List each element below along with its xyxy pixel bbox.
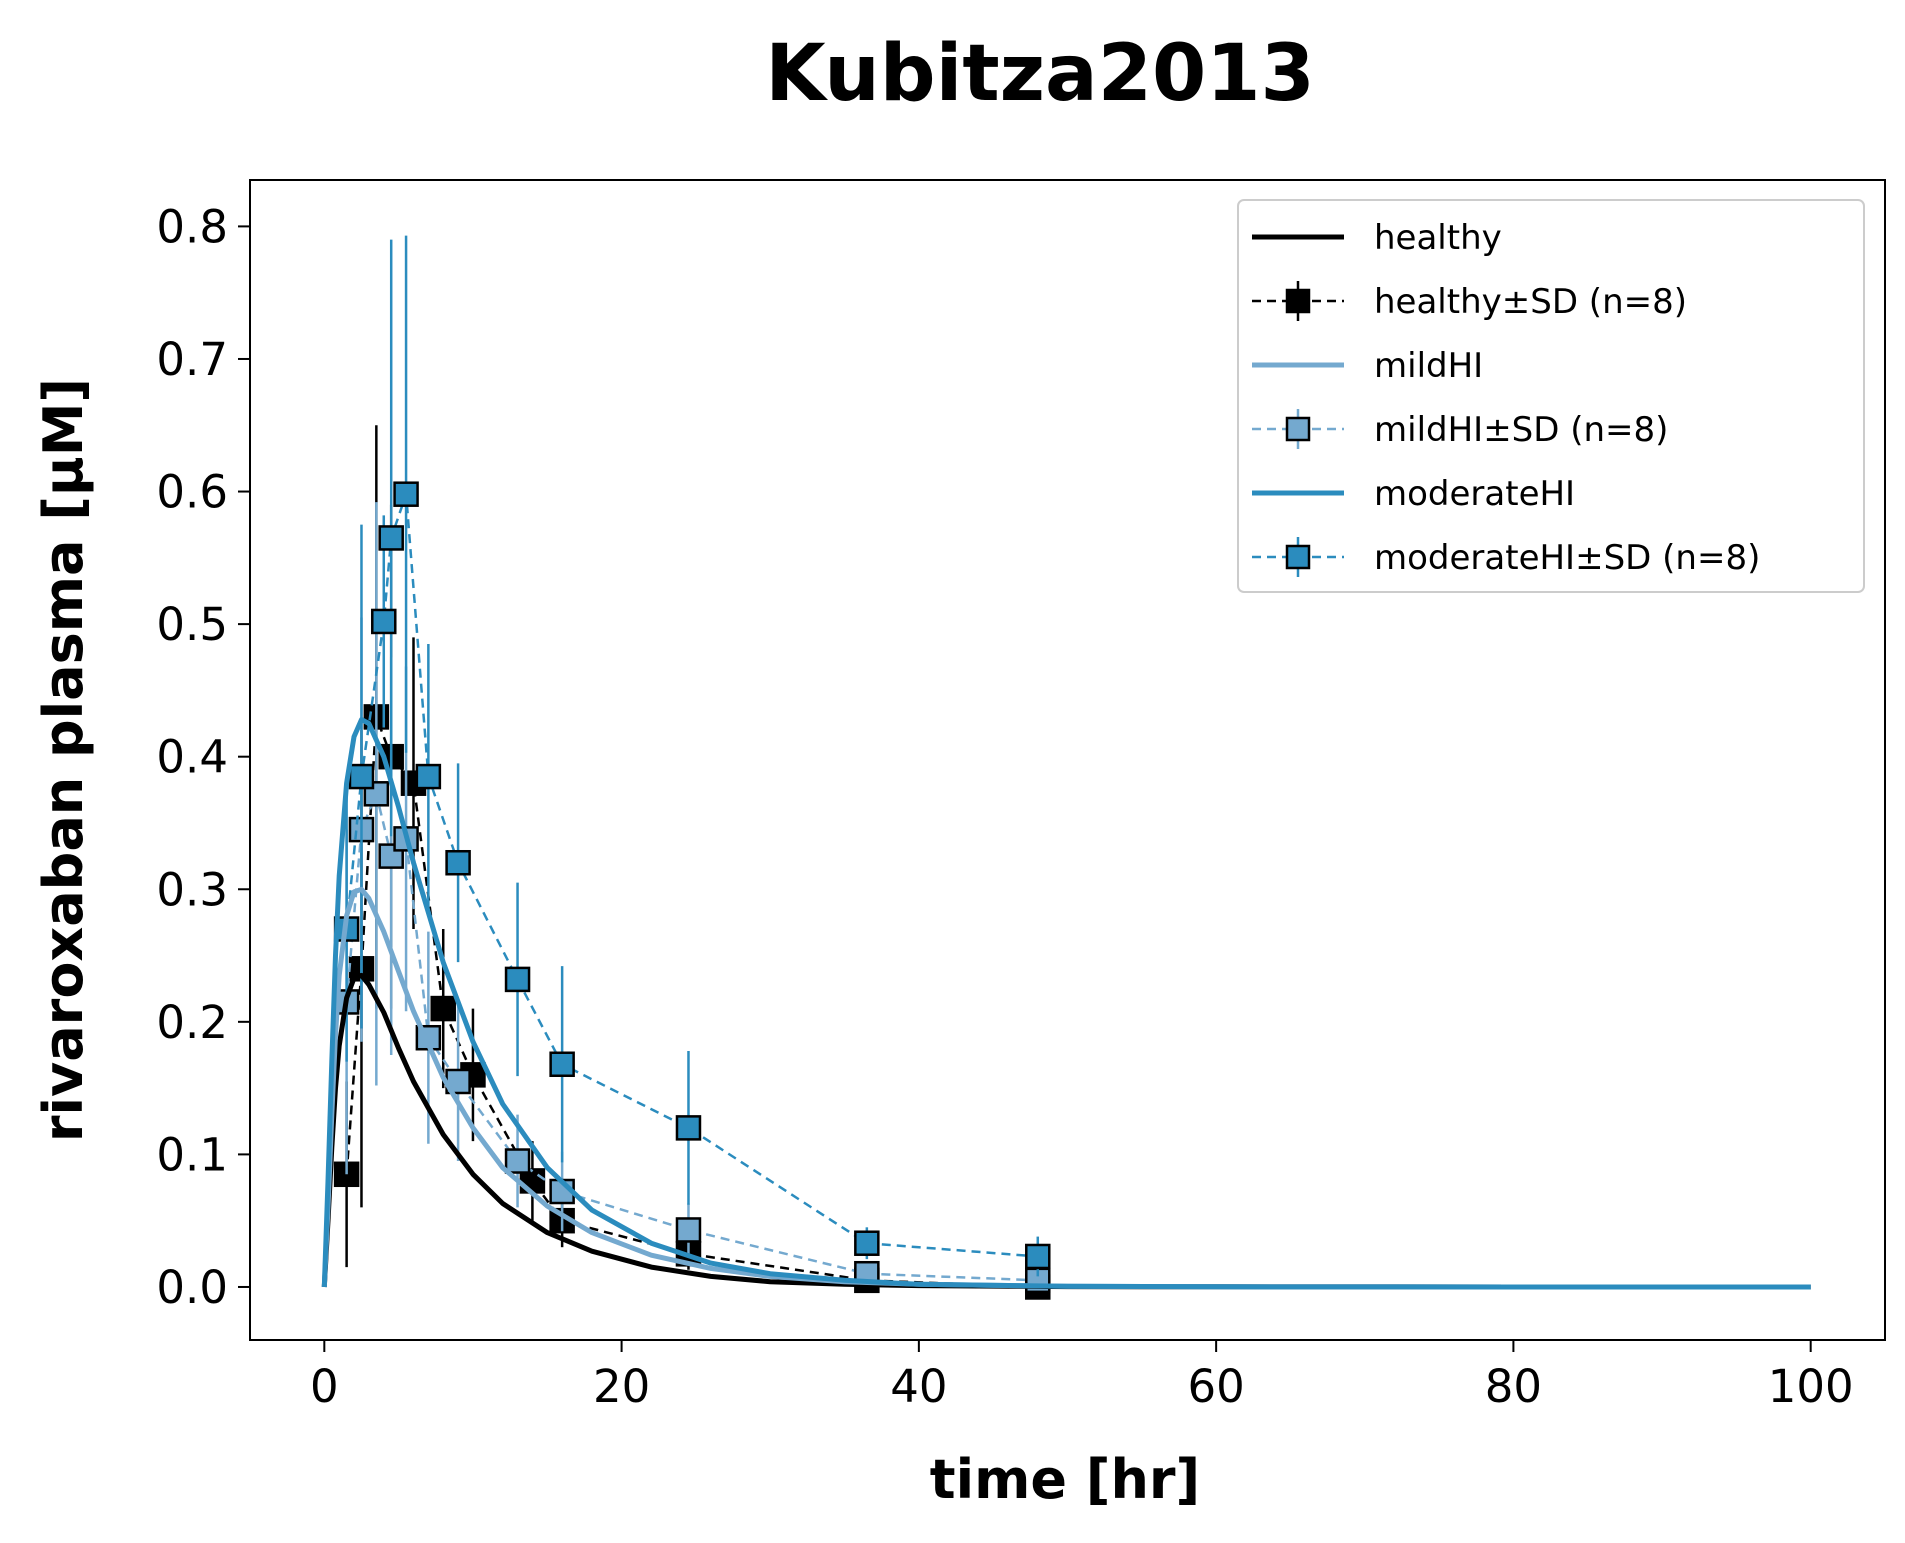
- legend-item: moderateHI±SD (n=8): [1252, 537, 1760, 578]
- y-tick-label: 0.2: [156, 996, 228, 1049]
- data-series-healthy: [333, 425, 1051, 1300]
- y-tick-label: 0.8: [156, 200, 228, 253]
- data-line-mildhi: [345, 789, 1038, 1282]
- y-tick-label: 0.0: [156, 1261, 228, 1314]
- data-point-moderatehi: [371, 608, 397, 635]
- y-tick-label: 0.5: [156, 598, 228, 651]
- y-tick-label: 0.6: [156, 466, 228, 519]
- legend-label: moderateHI: [1374, 474, 1575, 514]
- data-point-moderatehi: [415, 763, 442, 790]
- data-point-moderatehi: [393, 481, 419, 507]
- plot-area: [321, 235, 1811, 1300]
- y-axis: 0.0 0.1 0.2 0.3 0.4 0.5 0.6 0.7 0.8: [156, 200, 250, 1314]
- legend-item: moderateHI: [1252, 474, 1575, 514]
- data-point-moderatehi: [378, 525, 404, 551]
- legend-label: healthy: [1374, 218, 1502, 258]
- legend-box: [1237, 199, 1865, 593]
- legend: healthy healthy±SD (n=8) mildHI mildHI±SD (…: [1237, 199, 1865, 593]
- legend-item: healthy±SD (n=8): [1252, 281, 1687, 322]
- x-tick-label: 60: [1188, 1360, 1245, 1413]
- legend-marker-swatch: [1285, 416, 1311, 442]
- chart-title: Kubitza2013: [765, 29, 1315, 119]
- x-tick-label: 20: [593, 1360, 650, 1413]
- data-point-moderatehi: [504, 966, 531, 993]
- legend-label: mildHI: [1374, 346, 1483, 386]
- data-point-mildhi: [675, 1217, 702, 1243]
- y-tick-label: 0.7: [156, 333, 228, 386]
- data-point-mildhi: [504, 1148, 531, 1174]
- legend-label: mildHI±SD (n=8): [1374, 410, 1668, 450]
- legend-item: healthy: [1252, 218, 1502, 258]
- data-point-moderatehi: [549, 1051, 575, 1078]
- legend-item: mildHI: [1252, 346, 1483, 386]
- data-series-mildhi: [333, 502, 1051, 1294]
- x-tick-label: 100: [1768, 1360, 1854, 1413]
- data-point-moderatehi: [675, 1115, 702, 1141]
- model-line-healthy: [321, 972, 1811, 1290]
- y-tick-label: 0.4: [156, 731, 228, 784]
- y-tick-label: 0.3: [156, 863, 228, 916]
- legend-marker-swatch: [1285, 544, 1311, 570]
- x-tick-label: 0: [310, 1360, 339, 1413]
- data-line-moderatehi: [345, 493, 1038, 1258]
- data-point-moderatehi: [854, 1230, 880, 1256]
- legend-label: moderateHI±SD (n=8): [1374, 538, 1760, 578]
- data-point-moderatehi: [445, 849, 471, 876]
- y-axis-label: rivaroxaban plasma [µM]: [32, 378, 95, 1142]
- model-line-moderatehi: [321, 717, 1811, 1290]
- data-series-moderatehi: [333, 235, 1051, 1277]
- plot-frame: [249, 179, 1886, 1341]
- data-point-moderatehi: [348, 763, 375, 790]
- x-tick-label: 40: [890, 1360, 947, 1413]
- legend-item: mildHI±SD (n=8): [1252, 409, 1668, 450]
- x-axis: 0 20 40 60 80 100: [310, 1340, 1854, 1413]
- data-point-healthy: [430, 995, 456, 1022]
- x-axis-label: time [hr]: [930, 1448, 1200, 1511]
- legend-marker-swatch: [1285, 288, 1311, 314]
- model-line-mildhi: [321, 886, 1811, 1290]
- x-tick-label: 80: [1485, 1360, 1542, 1413]
- y-tick-label: 0.1: [156, 1128, 228, 1181]
- data-point-moderatehi: [1025, 1243, 1051, 1270]
- legend-label: healthy±SD (n=8): [1374, 282, 1687, 322]
